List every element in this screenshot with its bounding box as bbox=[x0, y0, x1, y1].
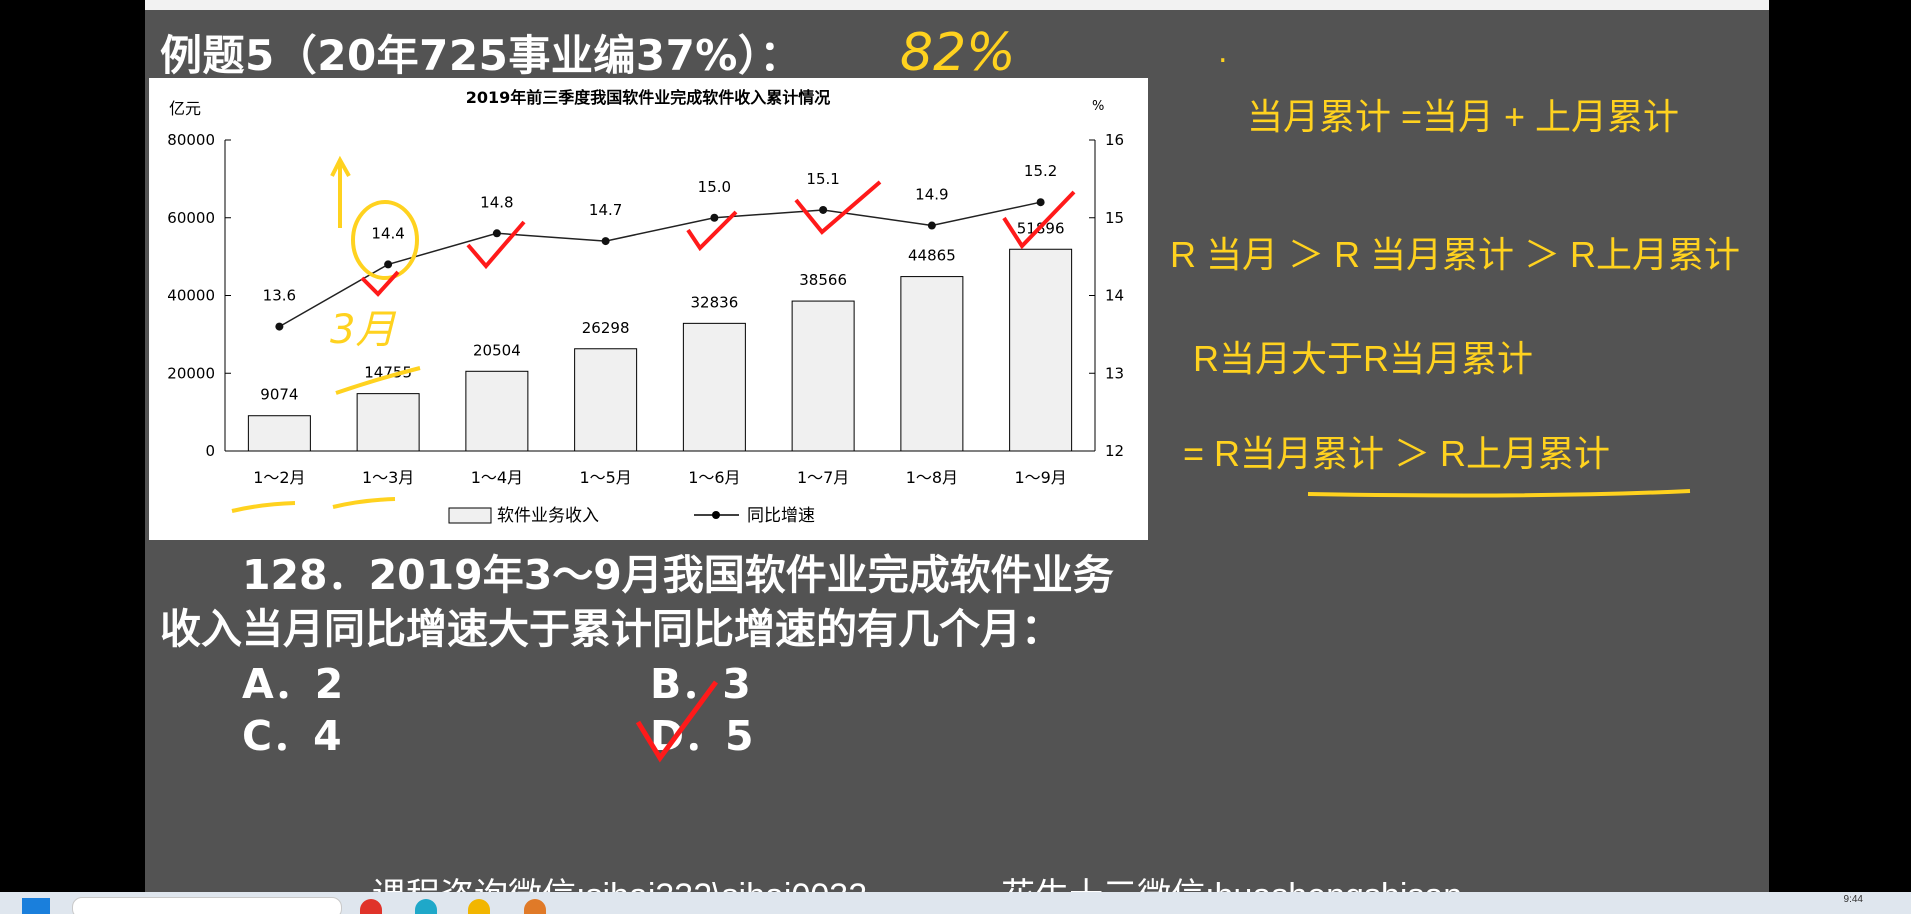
slide-title: 例题5（20年725事业编37%）： bbox=[160, 31, 802, 80]
left-tick-label: 0 bbox=[205, 442, 215, 460]
x-tick-label: 1～7月 bbox=[797, 468, 849, 487]
left-tick-label: 80000 bbox=[167, 131, 215, 149]
growth-rate-point bbox=[819, 205, 828, 214]
growth-rate-label: 14.9 bbox=[915, 186, 948, 204]
growth-rate-label: 14.4 bbox=[371, 224, 404, 242]
bar-value-label: 9074 bbox=[260, 386, 298, 404]
x-tick-label: 1～9月 bbox=[1014, 468, 1066, 487]
legend-line-label: 同比增速 bbox=[747, 506, 815, 526]
option-d: D．5 bbox=[650, 712, 754, 760]
left-tick-label: 20000 bbox=[167, 364, 215, 382]
note-cumulative-formula: 当月累计 =当月 + 上月累计 bbox=[1247, 96, 1680, 137]
x-tick-label: 1～2月 bbox=[253, 468, 305, 487]
presentation-app-icon[interactable] bbox=[524, 899, 546, 914]
note-rate-inequality: R 当月 ＞ R 当月累计 ＞ R上月累计 bbox=[1170, 234, 1741, 275]
growth-rate-point bbox=[1036, 198, 1045, 207]
x-tick-label: 1～8月 bbox=[906, 468, 958, 487]
chart-title: 2019年前三季度我国软件业完成软件收入累计情况 bbox=[466, 88, 831, 107]
growth-rate-point bbox=[601, 237, 610, 246]
x-tick-label: 1～3月 bbox=[362, 468, 414, 487]
windows-start-icon[interactable] bbox=[22, 898, 50, 914]
legend-bar-label: 软件业务收入 bbox=[497, 506, 599, 526]
bar-value-label: 26298 bbox=[582, 319, 630, 337]
left-axis-unit: 亿元 bbox=[169, 99, 201, 118]
taskbar-clock: 9:44 bbox=[1843, 894, 1863, 905]
bar bbox=[791, 300, 855, 452]
bar bbox=[574, 348, 638, 452]
bar-value-label: 14755 bbox=[364, 364, 412, 382]
edge-app-icon[interactable] bbox=[415, 899, 437, 914]
right-tick-label: 12 bbox=[1105, 442, 1124, 460]
note-equivalence: = R当月累计 ＞ R上月累计 bbox=[1183, 433, 1611, 474]
bar-value-label: 38566 bbox=[799, 271, 847, 289]
growth-rate-point bbox=[275, 322, 284, 331]
chrome-app-icon[interactable] bbox=[360, 899, 382, 914]
question-line-2: 收入当月同比增速大于累计同比增速的有几个月： bbox=[160, 605, 1062, 653]
x-tick-label: 1～6月 bbox=[688, 468, 740, 487]
growth-rate-label: 13.6 bbox=[263, 287, 296, 305]
bar-value-label: 20504 bbox=[473, 341, 521, 359]
legend-bar-swatch bbox=[448, 507, 492, 524]
bar-value-label: 32836 bbox=[691, 293, 739, 311]
left-tick-label: 40000 bbox=[167, 287, 215, 305]
bar bbox=[682, 322, 746, 452]
legend-line-dot bbox=[712, 511, 720, 519]
growth-rate-point bbox=[710, 213, 719, 222]
chart-image: 2019年前三季度我国软件业完成软件收入累计情况亿元% 0 20000 40000 60… bbox=[149, 78, 1148, 540]
bar bbox=[1009, 248, 1073, 452]
bar-value-label: 44865 bbox=[908, 247, 956, 265]
note-rate-comparison: R当月大于R当月累计 bbox=[1193, 338, 1533, 379]
x-tick-label: 1～5月 bbox=[579, 468, 631, 487]
growth-rate-label: 15.1 bbox=[806, 170, 839, 188]
bar bbox=[900, 276, 964, 452]
right-tick-label: 15 bbox=[1105, 209, 1124, 227]
right-tick-label: 16 bbox=[1105, 131, 1124, 149]
growth-rate-label: 15.2 bbox=[1024, 162, 1057, 180]
left-tick-label: 60000 bbox=[167, 209, 215, 227]
growth-rate-point bbox=[384, 260, 393, 269]
option-c: C．4 bbox=[242, 712, 342, 760]
growth-rate-label: 14.8 bbox=[480, 193, 513, 211]
taskbar: 9:44 bbox=[0, 892, 1911, 914]
growth-rate-label: 15.0 bbox=[698, 178, 731, 196]
bar bbox=[356, 393, 420, 452]
folder-app-icon[interactable] bbox=[468, 899, 490, 914]
option-a: A．2 bbox=[242, 660, 344, 708]
growth-rate-label: 14.7 bbox=[589, 201, 622, 219]
option-b: B．3 bbox=[650, 660, 751, 708]
right-tick-label: 13 bbox=[1105, 364, 1124, 382]
right-tick-label: 14 bbox=[1105, 287, 1124, 305]
growth-rate-point bbox=[927, 221, 936, 230]
slide-top-edge bbox=[145, 0, 1769, 10]
bar-value-label: 51896 bbox=[1017, 219, 1065, 237]
bar bbox=[465, 370, 529, 452]
x-tick-label: 1～4月 bbox=[471, 468, 523, 487]
question-line-1: 128．2019年3～9月我国软件业完成软件业务 bbox=[242, 551, 1114, 599]
taskbar-search-input[interactable] bbox=[72, 897, 342, 914]
question-text: 128．2019年3～9月我国软件业完成软件业务 收入当月同比增速大于累计同比增… bbox=[160, 548, 1160, 656]
growth-rate-point bbox=[492, 229, 501, 238]
right-axis-unit: % bbox=[1092, 99, 1104, 114]
bar bbox=[247, 415, 311, 452]
